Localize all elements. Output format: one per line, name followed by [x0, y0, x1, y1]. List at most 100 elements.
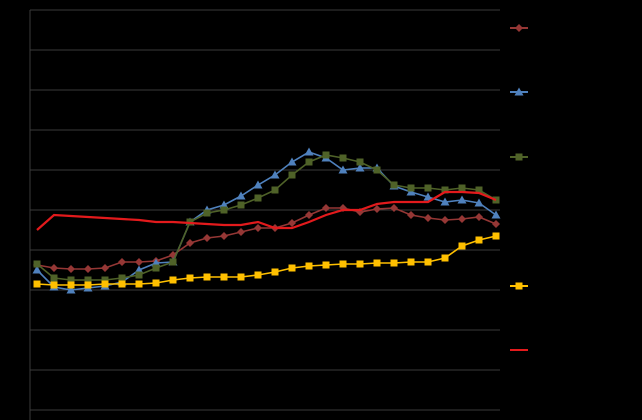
marker — [407, 184, 415, 192]
marker — [254, 194, 262, 202]
marker — [423, 192, 433, 201]
marker — [84, 265, 92, 273]
marker — [118, 280, 126, 288]
series-line — [36, 190, 497, 231]
marker — [355, 163, 365, 172]
marker — [338, 165, 348, 174]
marker — [66, 285, 76, 294]
marker — [305, 211, 313, 219]
marker — [458, 184, 466, 192]
marker — [237, 273, 245, 281]
marker — [441, 254, 449, 262]
marker — [67, 276, 75, 284]
marker — [67, 281, 75, 289]
marker — [33, 280, 41, 288]
marker — [515, 24, 523, 32]
marker — [203, 209, 211, 217]
marker — [288, 264, 296, 272]
marker — [515, 153, 523, 161]
marker — [50, 264, 58, 272]
marker — [84, 281, 92, 289]
marker — [457, 195, 467, 204]
marker — [254, 271, 262, 279]
marker — [322, 261, 330, 269]
marker — [32, 265, 42, 274]
marker — [253, 180, 263, 189]
marker — [152, 279, 160, 287]
marker — [390, 259, 398, 267]
marker — [475, 236, 483, 244]
marker — [304, 147, 314, 156]
marker — [84, 276, 92, 284]
marker — [322, 204, 330, 212]
marker — [237, 201, 245, 209]
marker — [390, 204, 398, 212]
marker — [135, 271, 143, 279]
marker — [475, 213, 483, 221]
marker — [515, 282, 523, 290]
marker — [373, 166, 381, 174]
marker — [186, 274, 194, 282]
y-tick-label: 70 — [15, 5, 27, 16]
marker — [118, 274, 126, 282]
marker — [288, 219, 296, 227]
marker — [356, 260, 364, 268]
series-line — [36, 235, 497, 286]
y-tick-label: 30 — [15, 165, 27, 176]
marker — [203, 234, 211, 242]
marker — [441, 216, 449, 224]
marker — [407, 211, 415, 219]
marker — [254, 224, 262, 232]
marker — [440, 197, 450, 206]
marker — [474, 198, 484, 207]
y-tick-label: 40 — [15, 125, 27, 136]
marker — [101, 264, 109, 272]
marker — [287, 157, 297, 166]
y-tick-label: -10 — [12, 325, 27, 336]
marker — [169, 258, 177, 266]
marker — [67, 265, 75, 273]
marker — [441, 186, 449, 194]
marker — [356, 158, 364, 166]
marker — [514, 87, 524, 96]
marker — [203, 273, 211, 281]
y-tick-label: -30 — [12, 405, 27, 416]
marker — [305, 158, 313, 166]
marker — [50, 274, 58, 282]
marker — [271, 186, 279, 194]
marker — [135, 258, 143, 266]
marker — [339, 154, 347, 162]
y-tick-label: 50 — [15, 85, 27, 96]
y-tick-label: 20 — [15, 205, 27, 216]
y-tick-label: 10 — [15, 245, 27, 256]
marker — [220, 232, 228, 240]
marker — [50, 281, 58, 289]
series-line — [36, 207, 497, 270]
marker — [135, 280, 143, 288]
marker — [390, 181, 398, 189]
marker — [373, 259, 381, 267]
marker — [458, 242, 466, 250]
marker — [236, 191, 246, 200]
marker — [339, 260, 347, 268]
marker — [492, 220, 500, 228]
marker — [33, 260, 41, 268]
marker — [169, 276, 177, 284]
marker — [220, 273, 228, 281]
marker — [271, 268, 279, 276]
marker — [305, 262, 313, 270]
marker — [492, 232, 500, 240]
marker — [270, 170, 280, 179]
marker — [186, 239, 194, 247]
marker — [322, 151, 330, 159]
marker — [152, 264, 160, 272]
y-tick-label: 60 — [15, 45, 27, 56]
marker — [424, 258, 432, 266]
marker — [237, 228, 245, 236]
marker — [373, 205, 381, 213]
marker — [118, 258, 126, 266]
series-line — [36, 154, 497, 281]
y-tick-label: 0 — [20, 285, 26, 296]
